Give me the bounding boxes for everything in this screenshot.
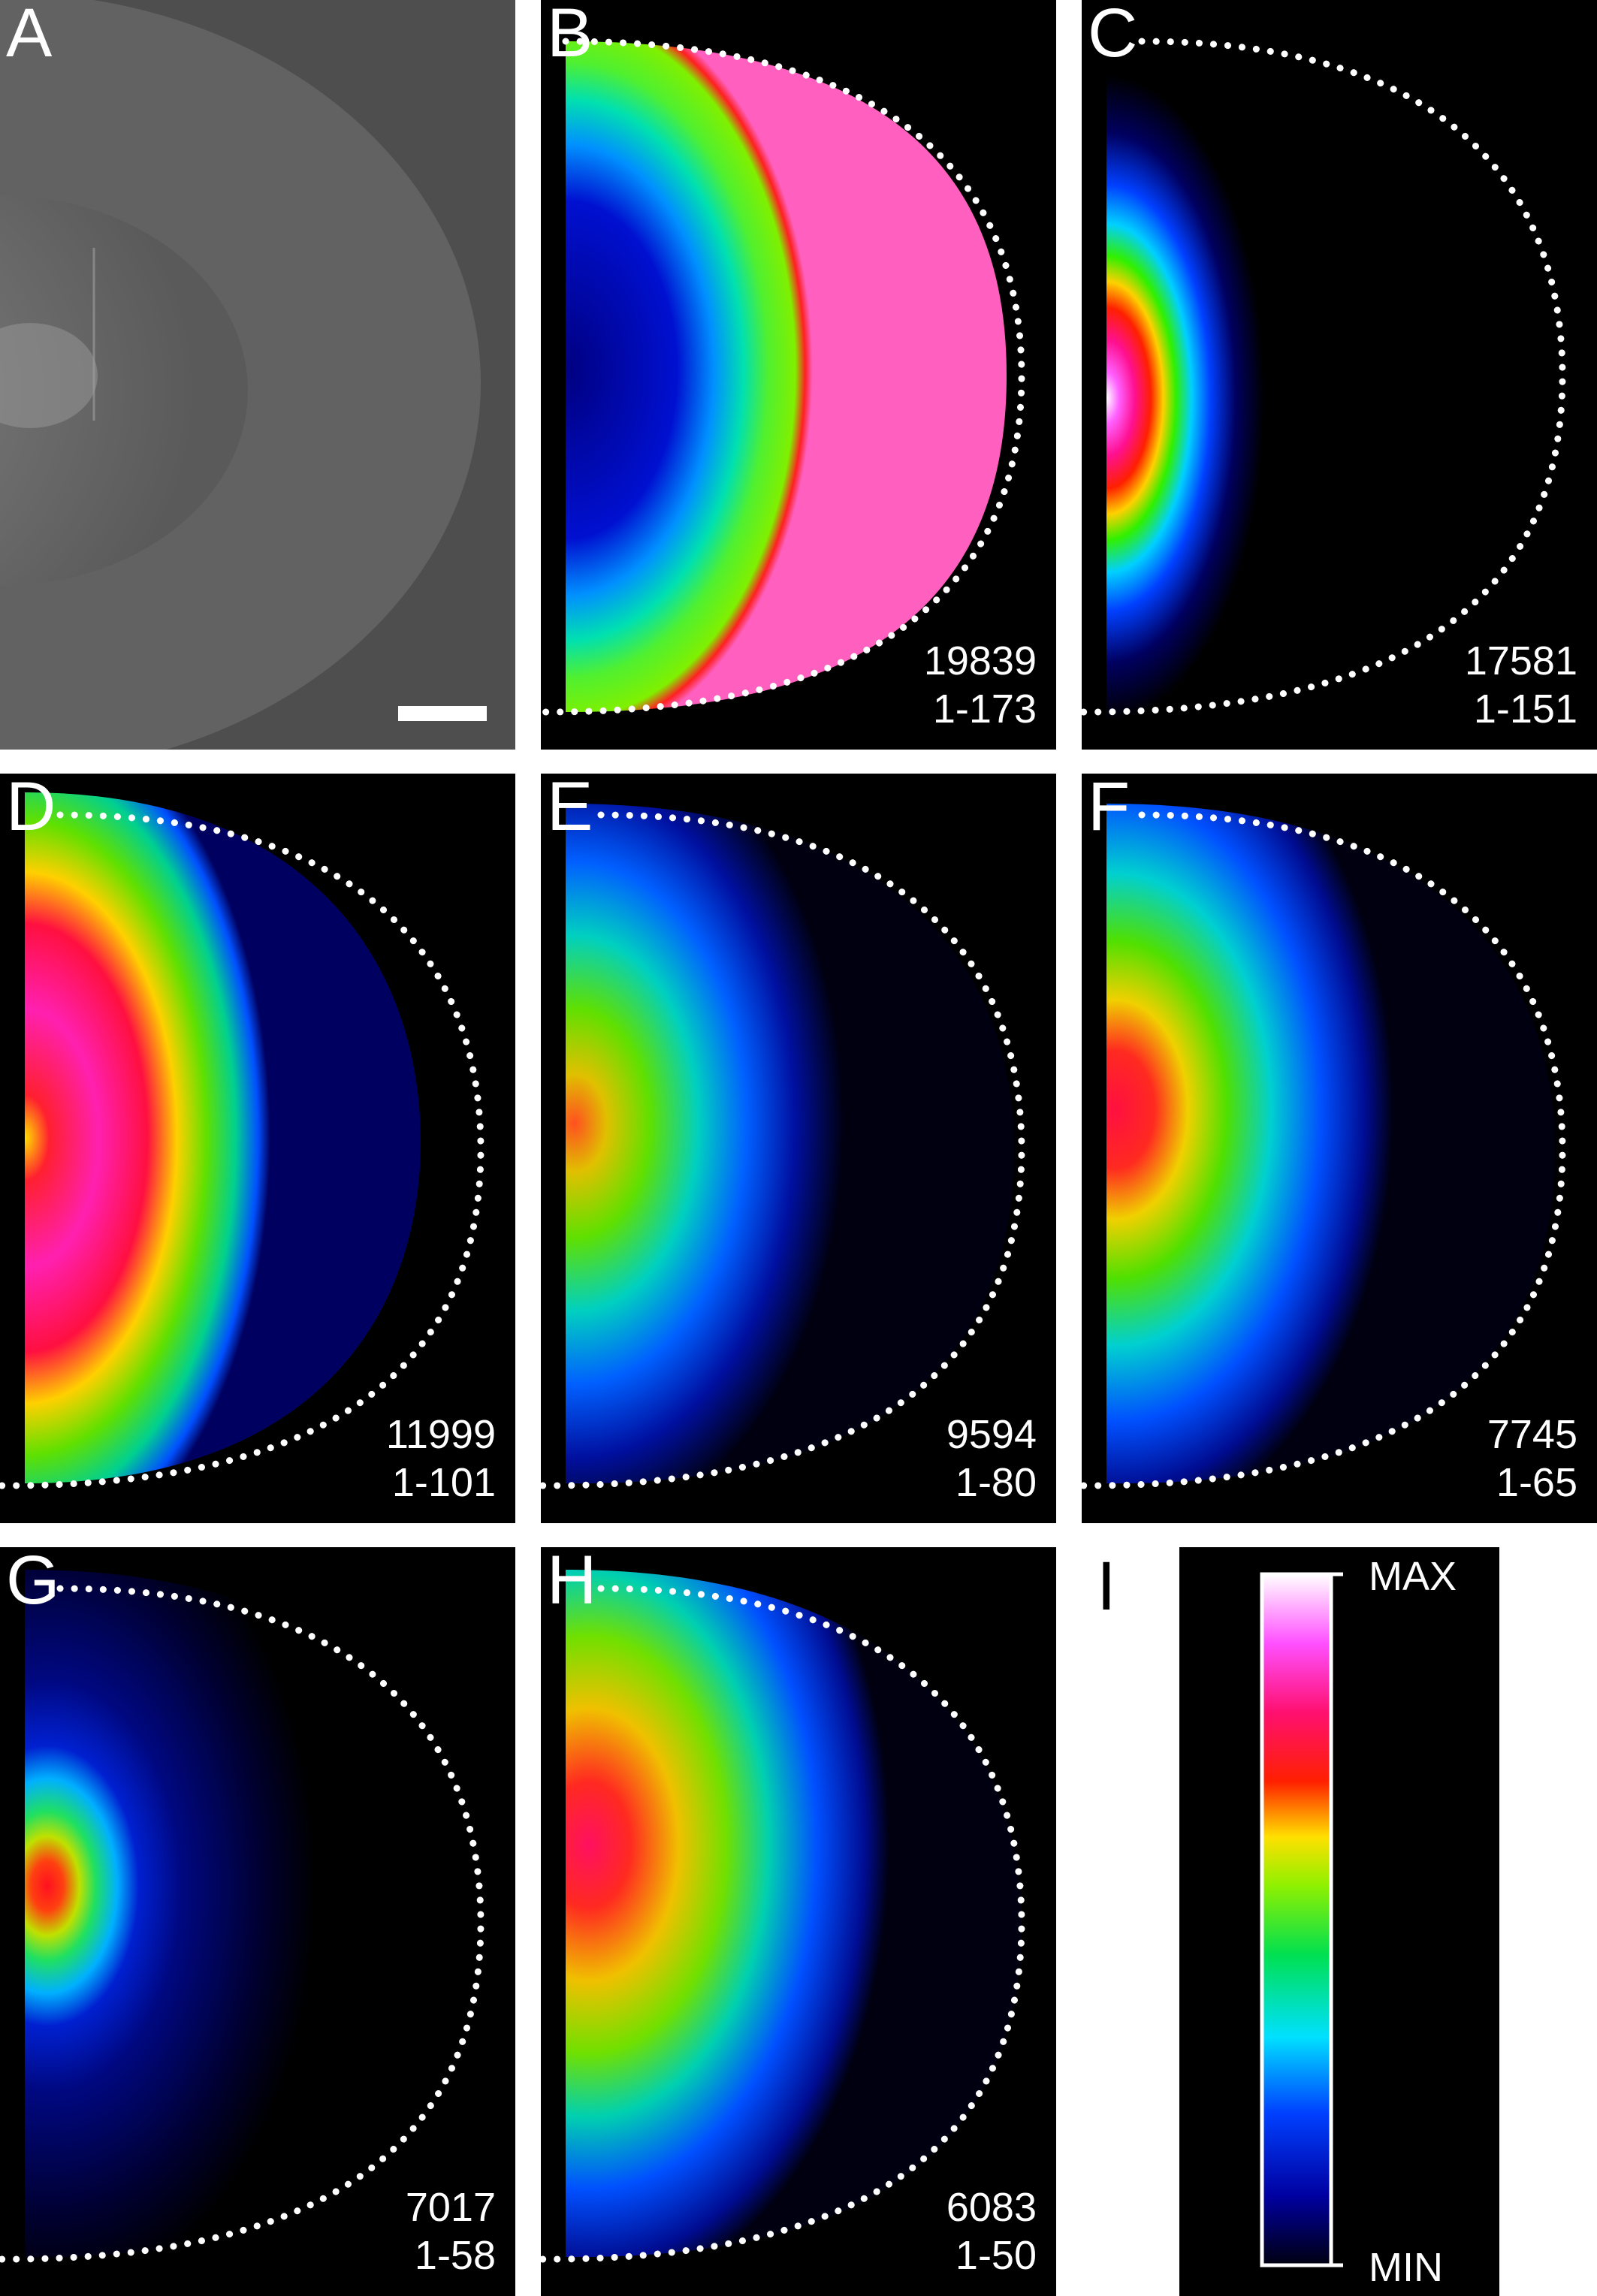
counts-label: 9594 1-80 <box>946 1410 1037 1507</box>
panel-e: E 9594 1-80 <box>541 774 1056 1523</box>
panel-letter: B <box>547 0 593 71</box>
count-value: 9594 <box>946 1412 1037 1457</box>
sem-micrograph-image <box>0 0 515 750</box>
count-value: 11999 <box>385 1412 496 1457</box>
panel-letter: G <box>6 1547 60 1619</box>
heatmap-image <box>566 1570 1022 2258</box>
tissue-outline <box>0 1585 485 2263</box>
counts-label: 7017 1-58 <box>406 2183 496 2279</box>
count-value: 6083 <box>946 2185 1037 2230</box>
tissue-outline <box>541 38 1025 716</box>
colorbar-min-label: MIN <box>1369 2245 1443 2290</box>
panel-letter: C <box>1088 0 1138 71</box>
counts-label: 17581 1-151 <box>1465 637 1577 733</box>
heatmap-image <box>1106 75 1422 721</box>
range-value: 1-80 <box>955 1460 1037 1505</box>
count-value: 17581 <box>1464 638 1577 683</box>
heatmap-image <box>25 792 421 1483</box>
tissue-outline <box>1082 38 1566 716</box>
range-value: 1-58 <box>414 2233 496 2278</box>
count-value: 7017 <box>405 2185 496 2230</box>
panel-b: B 19839 1-173 <box>541 0 1056 750</box>
panel-letter: I <box>1097 1548 1116 1625</box>
tissue-outline <box>541 1585 1025 2263</box>
panel-letter: D <box>6 774 56 845</box>
heatmap-image <box>1106 804 1555 1484</box>
counts-label: 11999 1-101 <box>386 1410 496 1507</box>
panel-h: H 6083 1-50 <box>541 1547 1056 2296</box>
panel-letter: H <box>547 1547 597 1619</box>
range-value: 1-151 <box>1473 686 1577 732</box>
heatmap-image <box>25 1570 473 2258</box>
range-value: 1-65 <box>1496 1460 1577 1505</box>
panel-letter: E <box>547 774 593 845</box>
panel-g: G 7017 1-58 <box>0 1547 515 2296</box>
panel-a: A <box>0 0 515 750</box>
counts-label: 19839 1-173 <box>924 637 1037 733</box>
counts-label: 7745 1-65 <box>1487 1410 1577 1507</box>
panel-c: C 17581 1-151 <box>1082 0 1597 750</box>
range-value: 1-50 <box>955 2233 1037 2278</box>
heatmap-image <box>566 804 1014 1484</box>
heatmap-image <box>566 41 1007 713</box>
scale-bar <box>398 706 487 721</box>
tissue-outline <box>0 811 485 1489</box>
count-value: 7745 <box>1487 1412 1577 1457</box>
panel-f: F 7745 1-65 <box>1082 774 1597 1523</box>
tissue-outline <box>541 811 1025 1489</box>
range-value: 1-173 <box>932 686 1037 732</box>
panel-d: D 11999 1-101 <box>0 774 515 1523</box>
colorbar-panel: MAX MIN <box>1179 1547 1499 2296</box>
colorbar-gradient <box>1260 1572 1343 2267</box>
range-value: 1-101 <box>391 1460 496 1505</box>
count-value: 19839 <box>923 638 1037 683</box>
tissue-outline <box>1082 811 1566 1489</box>
panel-letter: F <box>1088 774 1131 845</box>
counts-label: 6083 1-50 <box>946 2183 1037 2279</box>
panel-letter: A <box>6 0 53 71</box>
colorbar-max-label: MAX <box>1369 1554 1457 1599</box>
